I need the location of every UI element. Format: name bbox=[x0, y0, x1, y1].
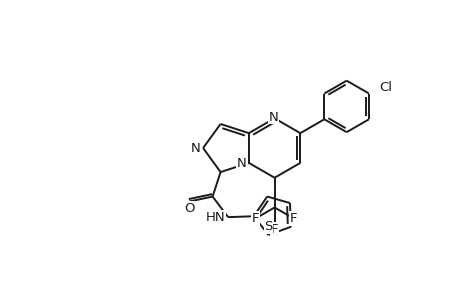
Text: N: N bbox=[236, 158, 246, 170]
Text: F: F bbox=[252, 212, 259, 225]
Text: O: O bbox=[184, 202, 194, 215]
Text: HN: HN bbox=[205, 211, 224, 224]
Text: F: F bbox=[270, 223, 278, 236]
Text: F: F bbox=[289, 212, 297, 225]
Text: N: N bbox=[268, 111, 278, 124]
Text: Cl: Cl bbox=[378, 81, 392, 94]
Text: S: S bbox=[264, 220, 272, 233]
Text: N: N bbox=[190, 142, 200, 154]
